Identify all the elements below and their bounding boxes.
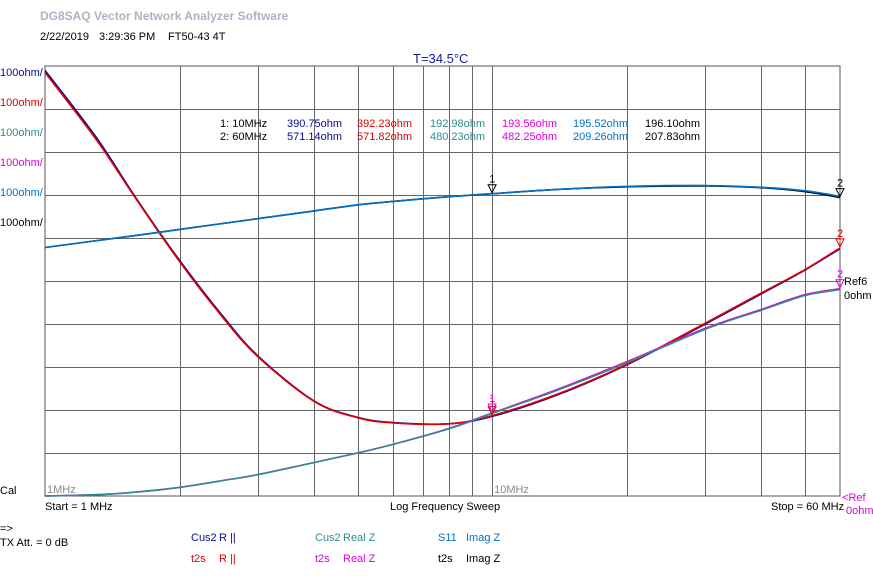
legend-source[interactable]: t2s (438, 553, 453, 565)
scale-label: 100ohm/ (0, 187, 43, 199)
legend-trace[interactable]: R || (219, 532, 236, 544)
app-title: DG8SAQ Vector Network Analyzer Software (40, 9, 289, 23)
temperature-readout: T=34.5°C (413, 51, 469, 66)
scale-label: 100ohm/ (0, 157, 43, 169)
marker-2-triangle (835, 188, 845, 198)
scale-label: 100ohm/ (0, 97, 43, 109)
trace-cus2-imag-z (45, 184, 841, 249)
device-label: FT50-43 4T (168, 31, 226, 43)
legend-trace[interactable]: Real Z (343, 532, 376, 544)
trace-cus2-real-z (45, 288, 841, 497)
legend-source[interactable]: t2s (191, 553, 206, 565)
marker-2-label: 2 (837, 178, 843, 190)
arrow-indicator: => (0, 523, 13, 535)
marker-1-label: 1 (489, 393, 495, 405)
marker-value: 192.98ohm (430, 118, 486, 130)
marker-2-label: 2 (837, 269, 843, 281)
sweep-type: Log Frequency Sweep (390, 501, 501, 513)
legend-source[interactable]: S11 (438, 532, 457, 544)
marker-value: 482.25ohm (502, 131, 558, 143)
marker-value: 571.82ohm (357, 131, 413, 143)
marker-row-id: 1: 10MHz (220, 118, 268, 130)
legend-trace[interactable]: Real Z (343, 553, 376, 565)
marker-1-triangle (487, 403, 497, 414)
measurement-date: 2/22/2019 (40, 31, 89, 43)
stop-frequency: Stop = 60 MHz (771, 501, 845, 513)
measurement-time: 3:29:36 PM (99, 31, 156, 43)
marker-value: 390.75ohm (287, 118, 343, 130)
ref-left-value: 0ohm (846, 505, 873, 517)
scale-label: 100ohm/ (0, 67, 43, 79)
marker-1-label: 1 (489, 174, 495, 186)
trace-t2s-real-z (45, 287, 841, 497)
marker-2-triangle (835, 238, 845, 249)
cal-label[interactable]: Cal (0, 485, 17, 497)
marker-row-id: 2: 60MHz (220, 131, 268, 143)
marker-1-label: 1 (489, 396, 495, 408)
marker-value: 480.23ohm (430, 131, 486, 143)
marker-value: 196.10ohm (645, 118, 701, 130)
legend-source[interactable]: Cus2 (315, 532, 341, 544)
marker-value: 392.23ohm (357, 118, 413, 130)
ref-value: 0ohm (844, 290, 872, 302)
tick-label-1mhz: 1MHz (47, 484, 76, 496)
scale-label: 100ohm/ (0, 217, 43, 229)
legend-trace[interactable]: Imag Z (466, 553, 501, 565)
marker-2-triangle (835, 279, 845, 289)
legend-source[interactable]: Cus2 (191, 532, 217, 544)
marker-value: 193.56ohm (502, 118, 558, 130)
marker-value: 571.14ohm (287, 131, 343, 143)
marker-2-label: 2 (837, 228, 843, 240)
trace-t2s-r- (45, 71, 841, 426)
legend-source[interactable]: t2s (315, 553, 330, 565)
start-frequency: Start = 1 MHz (45, 501, 113, 513)
tx-attenuation: TX Att. = 0 dB (0, 537, 69, 549)
marker-value: 207.83ohm (645, 131, 701, 143)
marker-value: 209.26ohm (573, 131, 629, 143)
legend-trace[interactable]: R || (219, 553, 236, 565)
marker-value: 195.52ohm (573, 118, 629, 130)
ref-label: Ref6 (844, 276, 867, 288)
marker-1-triangle (487, 406, 497, 416)
marker-1-triangle (487, 184, 497, 194)
ref-left-label: <Ref (842, 492, 866, 504)
legend-trace[interactable]: Imag Z (466, 532, 501, 544)
scale-label: 100ohm/ (0, 127, 43, 139)
tick-label-10mhz: 10MHz (494, 484, 529, 496)
